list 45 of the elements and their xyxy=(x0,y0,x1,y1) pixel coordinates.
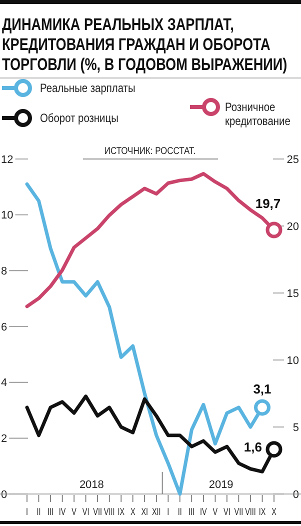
x-tick-label: IX xyxy=(118,506,125,518)
y2-tick-label: 15 xyxy=(286,288,299,300)
x-tick-label: VIII xyxy=(245,506,256,518)
y2-tick-label: 25 xyxy=(286,154,299,166)
x-tick-label: I xyxy=(167,506,170,518)
y-tick-label: 6 xyxy=(1,321,8,334)
x-tick-label: II xyxy=(178,506,182,518)
y-tick-label: 0 xyxy=(1,488,8,501)
chart-title: ДИНАМИКА РЕАЛЬНЫХ ЗАРПЛАТ, КРЕДИТОВАНИЯ ГРАЖДАН И ОБОРОТА ТОРГОВЛИ (%, В ГОДОВОМ ВЫРАЖЕНИИ) xyxy=(2,16,288,74)
y-tick-label: 8 xyxy=(1,266,8,278)
x-tick-label: VII xyxy=(93,506,102,518)
x-tick-label: XI xyxy=(141,506,148,518)
x-tick-label: XII xyxy=(152,506,161,518)
legend-label: Оборот розницы xyxy=(40,112,118,126)
x-tick-label: VII xyxy=(234,506,244,518)
y2-tick-label: 20 xyxy=(286,220,299,233)
data-label: 19,7 xyxy=(255,196,281,212)
y-tick-label: 10 xyxy=(1,210,14,222)
y2-tick-label: 0 xyxy=(292,488,299,501)
x-tick-label: III xyxy=(188,506,195,518)
x-tick-label: VI xyxy=(82,506,90,518)
annotation: 2019 xyxy=(208,479,234,491)
x-tick-label: X xyxy=(272,506,277,518)
data-label: 3,1 xyxy=(253,381,272,396)
x-tick-label: I xyxy=(26,506,28,518)
x-tick-label: X xyxy=(130,506,136,518)
y2-tick-label: 10 xyxy=(286,354,299,367)
data-label: 1,6 xyxy=(244,439,262,454)
x-tick-label: V xyxy=(72,506,77,518)
y-tick-label: 4 xyxy=(1,377,8,390)
x-tick-label: VI xyxy=(224,506,230,518)
x-tick-label: IX xyxy=(258,506,266,518)
annotation: 2018 xyxy=(79,479,104,491)
x-tick-label: IV xyxy=(200,506,207,518)
x-tick-label: VIII xyxy=(104,506,115,518)
x-tick-label: IV xyxy=(58,506,66,518)
text: ИСТОЧНИК: РОССТАТ. xyxy=(104,145,196,156)
legend-label: Реальные зарплаты xyxy=(40,82,136,96)
y-tick-label: 12 xyxy=(1,154,14,166)
y2-tick-label: 5 xyxy=(292,422,299,434)
x-tick-label: II xyxy=(36,506,41,518)
x-tick-label: III xyxy=(48,506,54,518)
x-tick-label: V xyxy=(212,506,218,518)
y-tick-label: 2 xyxy=(1,433,8,446)
legend-label: Розничное кредитование xyxy=(225,101,290,128)
